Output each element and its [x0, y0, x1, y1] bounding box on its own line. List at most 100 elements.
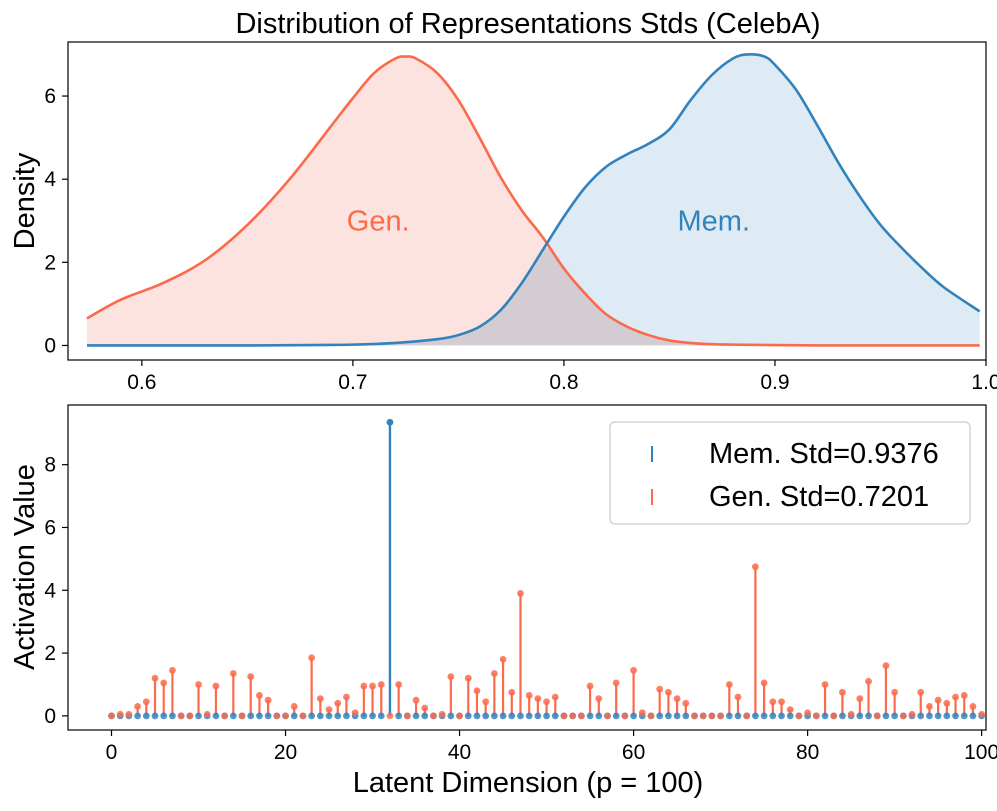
gen-marker — [343, 693, 350, 701]
gen-marker — [195, 681, 202, 688]
activation-x-tick-label: 60 — [622, 741, 645, 764]
mem-marker — [412, 712, 420, 720]
mem-marker — [517, 712, 524, 720]
density-y-tick-label: 6 — [44, 85, 56, 108]
density-plot-area — [86, 53, 981, 347]
gen-marker — [290, 703, 298, 710]
legend-mem-label: Mem. Std=0.9376 — [709, 438, 939, 470]
gen-marker — [734, 693, 742, 701]
mem-marker — [778, 712, 785, 720]
gen-annotation: Gen. — [347, 206, 410, 238]
gen-marker — [125, 710, 133, 718]
gen-marker — [725, 681, 733, 688]
gen-marker — [456, 712, 463, 720]
mem-marker — [473, 712, 481, 720]
activation-x-tick-label: 40 — [448, 741, 471, 764]
activation-plot-area — [108, 418, 986, 720]
density-chart: Distribution of Representations Stds (Ce… — [9, 8, 997, 394]
activation-y-axis-label: Activation Value — [9, 464, 41, 670]
mem-marker — [334, 712, 342, 720]
gen-marker — [856, 695, 864, 702]
gen-marker — [917, 688, 925, 696]
mem-marker — [664, 712, 672, 720]
gen-marker — [839, 688, 846, 696]
mem-marker — [934, 712, 942, 720]
density-y-ticks: 0 2 4 6 — [44, 85, 68, 357]
gen-marker — [899, 712, 907, 720]
activation-plot-frame — [67, 404, 987, 731]
mem-annotation: Mem. — [678, 206, 751, 238]
mem-marker — [882, 712, 890, 720]
gen-marker — [752, 563, 759, 571]
mem-marker — [212, 712, 220, 720]
mem-marker — [760, 712, 768, 720]
activation-y-tick-label: 4 — [44, 579, 56, 602]
gen-marker — [630, 666, 637, 674]
gen-marker — [395, 681, 403, 688]
gen-marker — [308, 654, 316, 662]
gen-marker — [464, 674, 472, 682]
gen-marker — [508, 688, 516, 696]
mem-marker — [264, 712, 272, 720]
gen-marker — [952, 693, 959, 701]
mem-marker — [134, 712, 142, 720]
legend: Mem. Std=0.9376 Gen. Std=0.7201 — [609, 421, 971, 525]
density-line-gen — [86, 55, 980, 347]
gen-marker — [212, 682, 220, 690]
gen-marker — [847, 710, 855, 718]
mem-marker — [395, 712, 403, 720]
gen-marker — [169, 666, 176, 674]
gen-marker — [430, 712, 437, 720]
gen-marker — [203, 710, 211, 718]
activation-y-tick-label: 8 — [44, 454, 56, 477]
gen-marker — [299, 712, 307, 720]
gen-marker — [525, 692, 533, 699]
density-x-tick-label: 0.6 — [127, 371, 156, 394]
gen-marker — [325, 706, 333, 713]
gen-marker — [543, 698, 550, 706]
mem-marker — [169, 712, 176, 720]
activation-x-tick-label: 80 — [796, 741, 819, 764]
mem-marker — [891, 712, 899, 720]
gen-marker — [612, 679, 620, 687]
gen-marker — [151, 674, 159, 682]
mem-marker — [943, 712, 951, 720]
gen-marker — [795, 712, 803, 720]
gen-marker — [229, 670, 237, 677]
gen-marker — [490, 670, 498, 677]
gen-marker — [664, 688, 672, 696]
gen-marker — [438, 710, 446, 718]
gen-marker — [760, 679, 768, 687]
mem-marker — [769, 712, 777, 720]
mem-marker — [325, 712, 333, 720]
gen-marker — [891, 688, 899, 696]
mem-marker — [490, 712, 498, 720]
mem-marker — [856, 712, 864, 720]
gen-marker — [882, 662, 890, 670]
gen-marker — [273, 712, 281, 720]
gen-marker — [865, 677, 872, 685]
activation-x-ticks: 0 20 40 60 80 100 — [106, 730, 997, 764]
gen-marker — [160, 679, 168, 687]
mem-marker — [926, 712, 933, 720]
mem-marker — [586, 712, 594, 720]
mem-marker — [917, 712, 925, 720]
gen-marker — [177, 712, 185, 720]
density-x-tick-label: 0.8 — [549, 371, 578, 394]
gen-marker — [134, 703, 142, 710]
gen-marker — [926, 703, 933, 710]
gen-marker — [560, 712, 568, 720]
gen-marker — [316, 695, 324, 702]
gen-marker — [691, 712, 698, 720]
mem-marker — [752, 712, 759, 720]
mem-marker — [673, 712, 681, 720]
gen-marker — [569, 712, 577, 720]
density-y-tick-label: 2 — [44, 251, 56, 274]
mem-marker — [256, 712, 263, 720]
gen-marker — [647, 712, 655, 720]
mem-marker — [630, 712, 637, 720]
gen-marker — [804, 709, 812, 717]
mem-marker — [612, 712, 620, 720]
mem-marker — [247, 712, 255, 720]
mem-marker — [725, 712, 733, 720]
